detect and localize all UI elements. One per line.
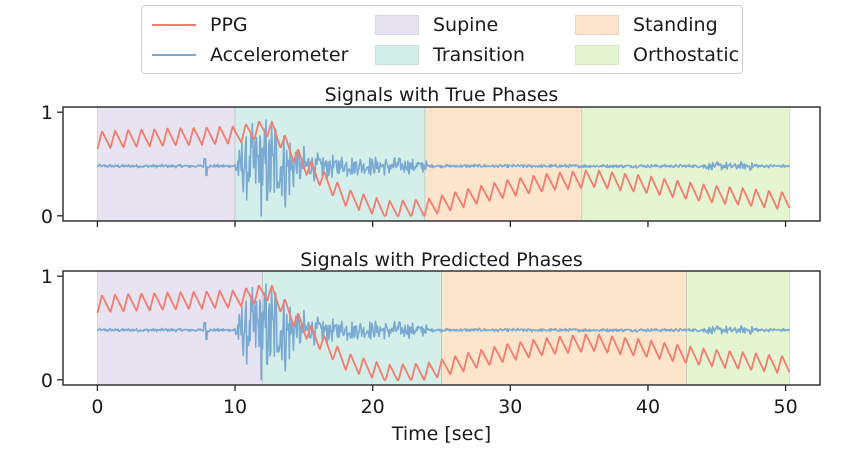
x-tick-label: 10 [223,396,247,418]
phase-band-standing [424,106,583,222]
series-ppg-line [96,120,791,217]
phase-band-orthostatic [581,106,791,222]
x-axis-label: Time [sec] [391,423,491,445]
legend-swatch-orthostatic [575,45,619,65]
phase-band-standing [441,270,687,386]
y-tick-label: 1 [41,266,53,288]
legend-label-ppg: PPG [210,14,248,36]
legend-swatch-accelerometer [152,54,196,56]
legend-item-ppg: PPG [152,12,248,38]
legend-item-transition: Transition [375,42,525,68]
legend-label-supine: Supine [433,14,499,36]
x-tick-label: 40 [636,396,660,418]
y-tick-label: 0 [41,370,53,392]
legend-item-orthostatic: Orthostatic [575,42,739,68]
legend-item-accelerometer: Accelerometer [152,42,348,68]
legend-label-transition: Transition [433,44,525,66]
legend-swatch-supine [375,15,419,35]
x-tick-label: 0 [91,396,103,418]
legend-swatch-ppg [152,24,196,26]
legend: PPG Supine Standing Accelerometer Transition… [141,5,743,74]
plot-frame [62,270,821,386]
x-tick-label: 50 [773,396,797,418]
legend-swatch-standing [575,15,619,35]
panel-title: Signals with True Phases [325,84,559,106]
panel-title: Signals with Predicted Phases [300,249,583,271]
legend-item-supine: Supine [375,12,498,38]
y-tick-label: 0 [41,206,53,228]
legend-label-orthostatic: Orthostatic [633,44,740,66]
series-accelerometer-line [96,283,791,381]
x-tick-label: 20 [361,396,385,418]
legend-label-standing: Standing [633,14,718,36]
panel-1: Signals with True Phases 0 1 [41,84,821,228]
legend-item-standing: Standing [575,12,718,38]
plot-frame [62,106,821,222]
legend-label-accelerometer: Accelerometer [210,44,349,66]
series-accelerometer-line [96,119,791,217]
y-tick-label: 1 [41,102,53,124]
legend-swatch-transition [375,45,419,65]
x-tick-label: 30 [498,396,522,418]
series-ppg-line [96,284,791,381]
